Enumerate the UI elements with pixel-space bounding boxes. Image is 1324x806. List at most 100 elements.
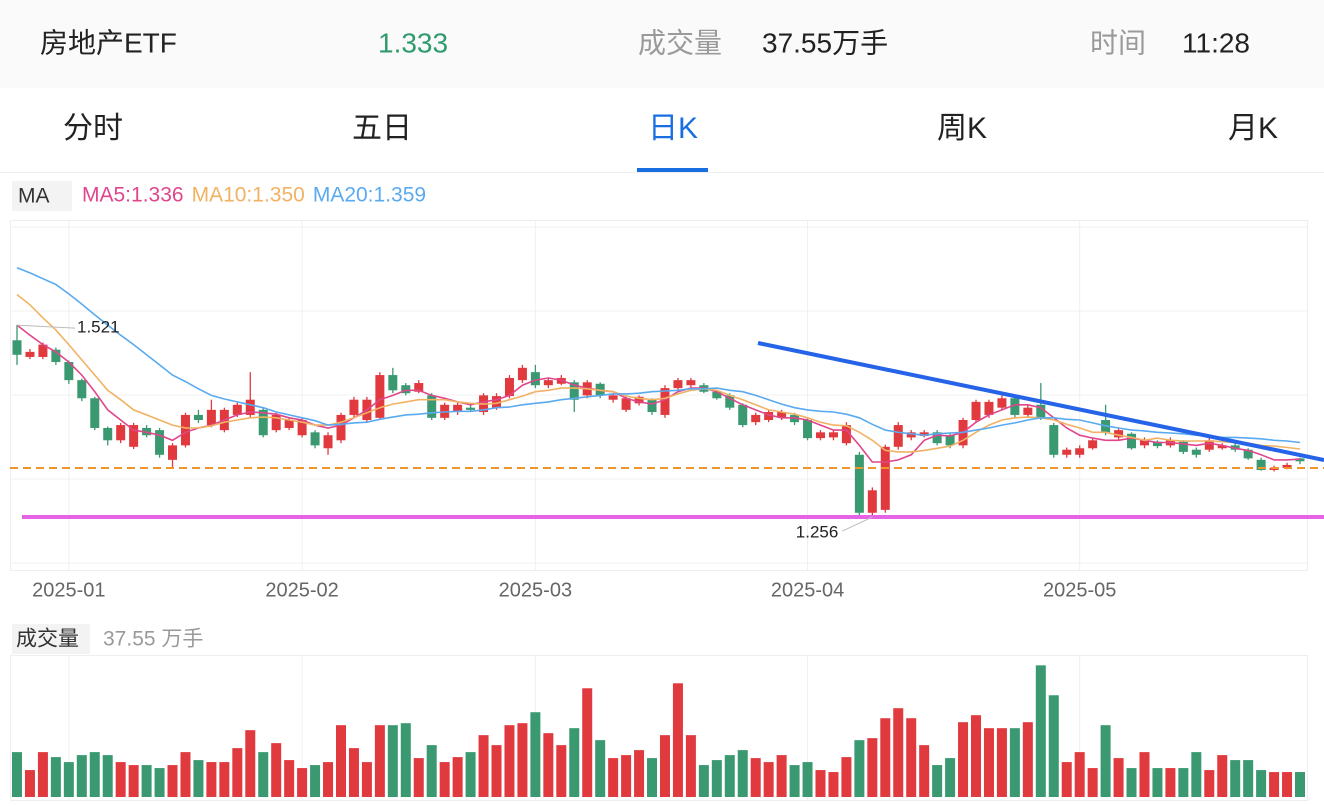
volume-bar — [1217, 755, 1228, 797]
tab[interactable]: 分时 — [63, 112, 123, 145]
volume-bar — [128, 765, 139, 797]
candle-body — [828, 432, 838, 438]
volume-bar — [1009, 728, 1020, 797]
volume-bar — [1269, 772, 1280, 797]
x-tick-label: 2025-03 — [499, 579, 572, 601]
volume-bar — [374, 725, 385, 797]
volume-bar — [284, 760, 295, 797]
candle-body — [621, 398, 631, 410]
volume-bar — [12, 752, 22, 797]
volume-title: 成交量 — [16, 628, 79, 651]
volume-bar — [24, 770, 35, 797]
volume-bar — [1074, 752, 1085, 797]
candle-body — [997, 398, 1007, 408]
volume-bar — [361, 762, 372, 797]
volume-bar — [37, 752, 48, 797]
candle-body — [388, 375, 398, 391]
candle-body — [336, 414, 346, 441]
volume-bar — [323, 762, 334, 797]
candle-body — [193, 414, 203, 420]
candle-body — [893, 425, 903, 447]
volume-bar — [63, 762, 74, 797]
candle-body — [1062, 449, 1072, 455]
candle-body — [1191, 449, 1201, 455]
tab[interactable]: 月K — [1228, 112, 1278, 145]
candle-body — [453, 404, 463, 413]
candle-body — [271, 414, 281, 431]
candle-body — [1010, 398, 1020, 415]
volume-bar — [659, 735, 670, 797]
candle-body — [323, 435, 333, 449]
volume-bar — [932, 765, 943, 797]
volume-bar — [1282, 772, 1293, 797]
volume-bar — [789, 765, 800, 797]
tab[interactable]: 日K — [648, 112, 698, 145]
candle-body — [673, 380, 683, 389]
candle-body — [738, 404, 748, 426]
candle-body — [764, 412, 774, 420]
volume-bar — [1061, 762, 1072, 797]
candle-body — [854, 454, 864, 513]
volume-bar — [1204, 770, 1215, 797]
volume-bar — [517, 723, 528, 797]
volume-bar — [945, 758, 956, 797]
volume-bar — [737, 750, 748, 797]
candle-body — [867, 490, 877, 513]
candle-body — [12, 340, 22, 355]
volume-bar — [102, 755, 113, 797]
candle-body — [1127, 433, 1137, 449]
candle-body — [751, 414, 761, 423]
candle-body — [841, 425, 851, 444]
volume-bar — [1139, 752, 1150, 797]
candle-body — [1243, 449, 1253, 459]
tab-indicator — [637, 168, 708, 172]
volume-bar — [1230, 760, 1241, 797]
trend-line[interactable] — [757, 341, 1324, 462]
ma-lines — [16, 267, 1301, 463]
candle-body — [777, 412, 787, 418]
volume-bar — [1100, 725, 1111, 797]
header-bg — [0, 0, 1324, 88]
volume-bar — [893, 708, 904, 797]
candle-body — [1178, 441, 1188, 452]
volume-bar — [50, 757, 61, 797]
candle-body — [129, 425, 139, 447]
tab[interactable]: 五日 — [352, 112, 412, 145]
volume-bar — [776, 755, 787, 797]
candle-body — [634, 396, 644, 404]
volume-bar — [621, 755, 632, 797]
candle-body — [1036, 404, 1046, 418]
grid — [11, 226, 1307, 564]
volume-bar — [439, 762, 450, 797]
legend-entry: MA10:1.350 — [192, 184, 305, 207]
volume-bar — [608, 758, 619, 797]
candle-body — [64, 362, 74, 381]
volume-bar — [89, 752, 100, 797]
candle-body — [971, 401, 981, 420]
volume: 37.55万手 — [762, 27, 888, 58]
legend-entry: MA20:1.359 — [313, 184, 426, 207]
volume-bar — [258, 752, 269, 797]
volume-bar — [335, 725, 346, 797]
volume-bar — [815, 770, 826, 797]
volume-bar — [1126, 768, 1137, 797]
candle-body — [660, 388, 670, 415]
candle-body — [880, 446, 890, 510]
candle-body — [517, 367, 527, 381]
volume-bar — [426, 745, 437, 797]
month-grid — [68, 221, 1081, 800]
candle-body — [1049, 425, 1059, 455]
candle-body — [504, 377, 514, 397]
extreme-labels: 1.521 1.256 — [16, 318, 873, 542]
volume-bar — [1295, 772, 1305, 797]
volume-bar — [724, 755, 735, 797]
volume-bar — [556, 745, 567, 797]
candle-body — [180, 414, 190, 446]
volume-badge-bg — [12, 624, 90, 654]
volume-frame — [10, 655, 1308, 801]
candle-body — [401, 385, 411, 394]
tab[interactable]: 周K — [937, 112, 987, 145]
volume-bar — [1152, 768, 1163, 797]
candle-body — [945, 435, 955, 446]
